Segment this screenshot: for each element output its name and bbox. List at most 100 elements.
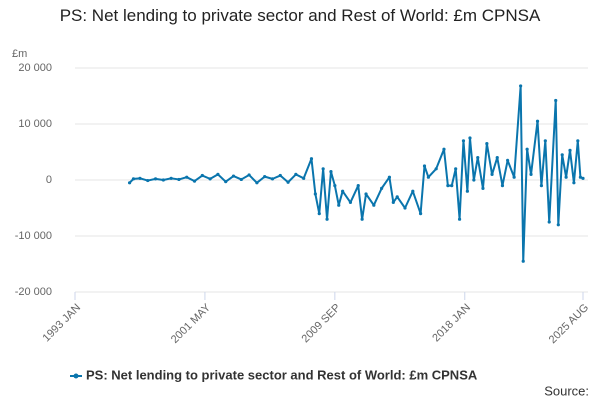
data-point (302, 176, 306, 180)
data-point (138, 176, 142, 180)
data-point (200, 173, 204, 178)
y-unit-label: £m (12, 48, 27, 60)
y-tick-label: -20 000 (15, 286, 52, 298)
data-point (208, 177, 212, 181)
data-point (535, 119, 540, 123)
data-point (403, 206, 407, 210)
legend-label: PS: Net lending to private sector and Re… (86, 367, 478, 382)
data-point (411, 189, 415, 193)
data-point (465, 189, 469, 193)
data-point (543, 139, 547, 143)
data-point (146, 178, 150, 183)
data-point (529, 172, 533, 176)
data-point (476, 156, 480, 160)
data-point (294, 172, 298, 176)
source-label: Source: (544, 383, 589, 398)
data-line (128, 84, 584, 263)
y-tick-label: 0 (46, 174, 52, 186)
data-point (127, 181, 132, 185)
data-point (461, 139, 466, 143)
chart-title: PS: Net lending to private sector and Re… (59, 6, 541, 25)
data-point (418, 212, 423, 216)
data-point (325, 217, 329, 221)
data-point (519, 84, 523, 88)
data-point (521, 259, 525, 263)
data-point (450, 184, 454, 188)
data-point (434, 167, 438, 171)
data-point (329, 170, 333, 174)
x-tick-label: 2018 JAN (430, 302, 473, 345)
data-point (153, 177, 158, 181)
data-point (348, 200, 353, 204)
data-point (247, 173, 251, 177)
data-point (216, 172, 220, 176)
data-point (547, 220, 551, 224)
data-point (572, 181, 576, 185)
data-point (539, 184, 544, 188)
data-point (512, 175, 516, 179)
data-point (454, 167, 458, 171)
data-point (426, 175, 430, 179)
data-point (161, 178, 165, 182)
data-point (255, 181, 259, 185)
data-point (554, 98, 558, 103)
data-point (581, 176, 585, 180)
data-point (278, 173, 282, 178)
data-point (556, 223, 560, 227)
data-point (490, 172, 494, 176)
data-point (578, 175, 583, 179)
data-point (360, 217, 364, 221)
data-point (317, 212, 321, 216)
data-point (337, 203, 341, 207)
data-point (457, 217, 462, 221)
data-point (485, 142, 489, 146)
data-point (131, 177, 136, 181)
data-point (231, 174, 236, 178)
data-point (446, 184, 450, 188)
data-point (364, 192, 368, 196)
y-tick-label: -10 000 (15, 230, 52, 242)
data-point (391, 200, 395, 204)
data-point (321, 167, 325, 171)
data-point (442, 147, 446, 151)
y-tick-label: 10 000 (18, 118, 52, 130)
data-point (341, 189, 345, 193)
data-point (387, 175, 392, 179)
data-point (506, 158, 510, 162)
data-point (263, 175, 267, 179)
data-point (495, 156, 499, 160)
data-point (224, 180, 228, 184)
data-point (576, 139, 580, 143)
data-point (564, 175, 568, 179)
data-point (560, 153, 564, 157)
data-point (239, 177, 243, 182)
data-point (192, 179, 197, 183)
x-tick-label: 2025 AUG (547, 302, 591, 346)
data-point (313, 192, 317, 196)
data-point (356, 184, 360, 188)
x-tick-label: 2009 SEP (300, 302, 344, 346)
data-point (395, 195, 399, 199)
data-point (568, 148, 572, 152)
data-point (380, 186, 384, 190)
data-point (333, 184, 337, 188)
data-point (286, 180, 290, 184)
data-point (309, 157, 314, 161)
data-point (525, 147, 529, 151)
data-point (472, 178, 476, 182)
data-point (372, 203, 376, 207)
y-tick-label: 20 000 (18, 62, 52, 74)
data-point (468, 136, 472, 140)
data-point (481, 186, 485, 190)
legend-marker (73, 373, 79, 379)
data-point (422, 164, 427, 168)
data-point (270, 177, 275, 181)
data-point (185, 175, 189, 179)
x-tick-label: 2001 MAY (169, 301, 214, 346)
x-tick-label: 1993 JAN (41, 302, 84, 345)
data-point (169, 176, 173, 180)
data-point (177, 177, 181, 182)
data-point (500, 184, 505, 188)
